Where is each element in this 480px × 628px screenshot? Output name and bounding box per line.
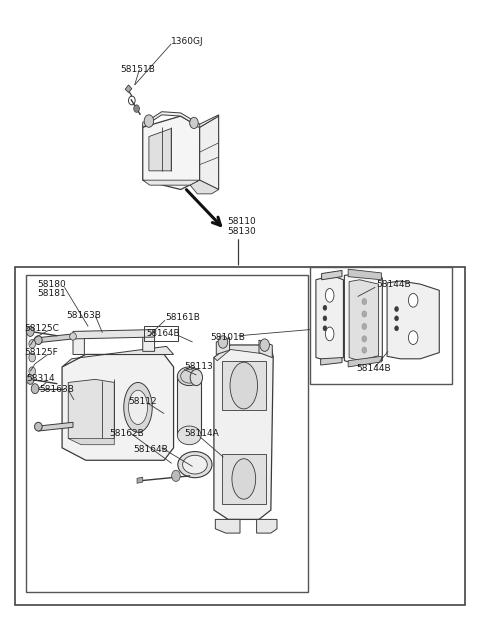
Ellipse shape <box>178 426 201 445</box>
Polygon shape <box>344 274 383 365</box>
Polygon shape <box>216 519 240 533</box>
Circle shape <box>26 374 34 384</box>
Ellipse shape <box>35 422 42 431</box>
Polygon shape <box>38 334 73 343</box>
Circle shape <box>190 117 198 129</box>
Circle shape <box>362 311 367 317</box>
Text: 58125C: 58125C <box>24 325 59 333</box>
Polygon shape <box>73 330 155 339</box>
Polygon shape <box>259 340 272 357</box>
Polygon shape <box>143 112 219 127</box>
Text: 58164B: 58164B <box>133 445 168 453</box>
Ellipse shape <box>232 458 256 499</box>
Ellipse shape <box>70 333 76 340</box>
Text: 58113: 58113 <box>184 362 213 371</box>
Polygon shape <box>190 180 219 194</box>
Polygon shape <box>214 345 273 360</box>
Circle shape <box>395 326 398 331</box>
Circle shape <box>29 367 36 376</box>
Polygon shape <box>38 422 73 431</box>
Ellipse shape <box>408 331 418 345</box>
Polygon shape <box>316 276 343 362</box>
Circle shape <box>218 336 228 349</box>
Polygon shape <box>387 281 439 359</box>
Text: 58144B: 58144B <box>356 364 391 372</box>
Circle shape <box>323 326 327 331</box>
Text: 58181: 58181 <box>37 289 66 298</box>
Polygon shape <box>62 354 174 460</box>
Ellipse shape <box>35 336 42 345</box>
Circle shape <box>395 316 398 321</box>
Polygon shape <box>68 438 114 445</box>
Text: 58163B: 58163B <box>39 385 74 394</box>
Polygon shape <box>143 332 155 351</box>
Polygon shape <box>200 116 219 190</box>
Ellipse shape <box>129 390 147 425</box>
Polygon shape <box>125 85 132 92</box>
Circle shape <box>134 105 139 112</box>
Polygon shape <box>222 454 266 504</box>
Polygon shape <box>190 120 200 127</box>
Polygon shape <box>222 360 266 411</box>
Circle shape <box>362 347 367 353</box>
Polygon shape <box>143 116 200 190</box>
Ellipse shape <box>182 455 207 474</box>
Circle shape <box>323 305 327 310</box>
Polygon shape <box>216 338 229 354</box>
Polygon shape <box>73 332 84 354</box>
Polygon shape <box>349 279 379 360</box>
Ellipse shape <box>230 362 258 409</box>
Bar <box>310 267 452 384</box>
Polygon shape <box>62 347 174 367</box>
Circle shape <box>144 115 154 127</box>
Text: 58130: 58130 <box>227 227 256 236</box>
Text: 58110: 58110 <box>227 217 256 226</box>
Text: 58114A: 58114A <box>184 429 219 438</box>
Polygon shape <box>143 118 152 127</box>
Text: 58162B: 58162B <box>109 429 144 438</box>
Text: 58314: 58314 <box>26 374 55 383</box>
Circle shape <box>323 316 327 321</box>
Circle shape <box>31 384 39 394</box>
Circle shape <box>362 298 367 305</box>
Circle shape <box>29 353 36 362</box>
Polygon shape <box>348 269 382 279</box>
Ellipse shape <box>124 382 152 432</box>
Text: 58163B: 58163B <box>66 311 101 320</box>
Text: 58112: 58112 <box>129 397 157 406</box>
Circle shape <box>260 339 269 351</box>
Polygon shape <box>178 376 201 435</box>
Text: 58151B: 58151B <box>120 65 156 74</box>
Circle shape <box>395 306 398 311</box>
Bar <box>14 268 466 605</box>
Bar <box>25 275 308 592</box>
Circle shape <box>172 470 180 482</box>
Ellipse shape <box>178 367 201 386</box>
Text: 58125F: 58125F <box>24 348 58 357</box>
Ellipse shape <box>325 288 334 302</box>
Polygon shape <box>322 271 342 279</box>
Polygon shape <box>68 379 114 441</box>
Text: 58164B: 58164B <box>146 329 180 338</box>
Polygon shape <box>137 477 143 484</box>
Text: 1360GJ: 1360GJ <box>171 37 204 46</box>
Circle shape <box>190 369 203 386</box>
Circle shape <box>26 327 34 337</box>
Circle shape <box>29 340 36 349</box>
Polygon shape <box>257 519 277 533</box>
Text: 58101B: 58101B <box>211 333 245 342</box>
Text: 58180: 58180 <box>37 279 66 289</box>
Text: 58161B: 58161B <box>165 313 200 322</box>
Ellipse shape <box>408 293 418 307</box>
Polygon shape <box>348 356 382 367</box>
Polygon shape <box>321 357 342 365</box>
Ellipse shape <box>178 452 212 478</box>
Polygon shape <box>143 180 200 185</box>
Text: 58144B: 58144B <box>377 279 411 289</box>
Circle shape <box>362 336 367 342</box>
Polygon shape <box>214 345 273 519</box>
Polygon shape <box>149 129 171 171</box>
Circle shape <box>362 323 367 330</box>
Ellipse shape <box>325 327 334 341</box>
